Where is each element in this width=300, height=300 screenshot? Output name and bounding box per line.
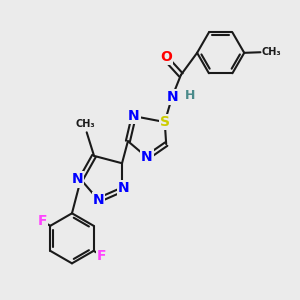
Text: CH₃: CH₃	[75, 119, 95, 129]
Text: N: N	[118, 181, 129, 195]
Text: S: S	[160, 115, 170, 129]
Text: N: N	[141, 150, 153, 164]
Text: N: N	[128, 109, 140, 123]
Text: F: F	[38, 214, 47, 228]
Text: F: F	[97, 249, 106, 262]
Text: N: N	[71, 172, 83, 186]
Text: CH₃: CH₃	[262, 47, 281, 57]
Text: O: O	[160, 50, 172, 64]
Text: H: H	[185, 89, 196, 102]
Text: N: N	[166, 90, 178, 104]
Text: N: N	[93, 193, 104, 207]
